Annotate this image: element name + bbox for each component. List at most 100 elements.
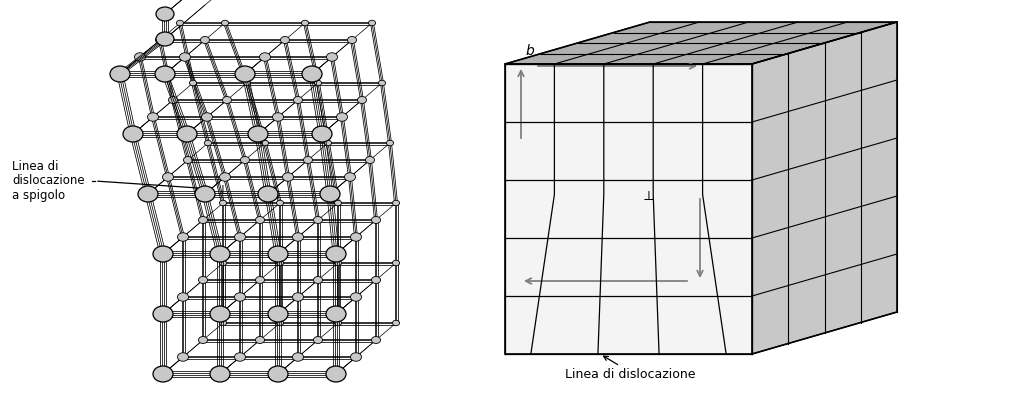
Ellipse shape — [256, 337, 265, 343]
Ellipse shape — [276, 320, 283, 326]
Ellipse shape — [371, 337, 381, 343]
Ellipse shape — [351, 233, 361, 241]
Polygon shape — [752, 22, 897, 354]
Ellipse shape — [198, 276, 208, 284]
Ellipse shape — [256, 276, 265, 284]
Ellipse shape — [155, 32, 174, 46]
Ellipse shape — [234, 293, 246, 301]
Ellipse shape — [234, 233, 246, 241]
Text: a spigolo: a spigolo — [12, 190, 65, 202]
Ellipse shape — [235, 66, 255, 82]
Ellipse shape — [205, 140, 212, 146]
Ellipse shape — [272, 113, 283, 121]
Ellipse shape — [337, 113, 348, 121]
Ellipse shape — [357, 97, 366, 103]
Ellipse shape — [153, 246, 173, 262]
Ellipse shape — [351, 293, 361, 301]
Ellipse shape — [195, 186, 215, 202]
Ellipse shape — [335, 200, 342, 206]
Ellipse shape — [302, 20, 309, 26]
Ellipse shape — [313, 337, 322, 343]
Ellipse shape — [282, 173, 294, 181]
Ellipse shape — [219, 260, 226, 266]
Ellipse shape — [198, 217, 208, 223]
Text: dislocazione: dislocazione — [12, 175, 85, 187]
Ellipse shape — [262, 140, 269, 146]
Ellipse shape — [314, 80, 321, 86]
Ellipse shape — [189, 80, 196, 86]
Ellipse shape — [268, 306, 288, 322]
Ellipse shape — [248, 126, 268, 142]
Text: Linea di: Linea di — [12, 160, 58, 173]
Ellipse shape — [221, 20, 228, 26]
Ellipse shape — [176, 20, 183, 26]
Ellipse shape — [345, 173, 356, 181]
Ellipse shape — [123, 126, 143, 142]
Ellipse shape — [320, 186, 340, 202]
Ellipse shape — [326, 306, 346, 322]
Text: ⊥: ⊥ — [217, 185, 229, 198]
Ellipse shape — [304, 156, 313, 164]
Ellipse shape — [393, 260, 400, 266]
Ellipse shape — [260, 53, 270, 61]
Ellipse shape — [183, 156, 192, 164]
Ellipse shape — [335, 260, 342, 266]
Ellipse shape — [393, 200, 400, 206]
Ellipse shape — [177, 233, 188, 241]
Ellipse shape — [393, 320, 400, 326]
Ellipse shape — [110, 66, 130, 82]
Ellipse shape — [138, 186, 158, 202]
Ellipse shape — [326, 53, 338, 61]
Ellipse shape — [268, 366, 288, 382]
Ellipse shape — [293, 353, 304, 361]
Ellipse shape — [276, 200, 283, 206]
Ellipse shape — [324, 140, 331, 146]
Ellipse shape — [326, 246, 346, 262]
Ellipse shape — [365, 156, 374, 164]
Ellipse shape — [210, 246, 230, 262]
Ellipse shape — [234, 353, 246, 361]
Ellipse shape — [312, 126, 332, 142]
Ellipse shape — [220, 173, 230, 181]
Ellipse shape — [134, 53, 145, 61]
Text: b: b — [526, 44, 534, 58]
Ellipse shape — [313, 276, 322, 284]
Ellipse shape — [276, 260, 283, 266]
Ellipse shape — [348, 36, 357, 44]
Ellipse shape — [147, 113, 159, 121]
Ellipse shape — [294, 97, 303, 103]
Ellipse shape — [155, 36, 165, 44]
Ellipse shape — [155, 7, 174, 21]
Ellipse shape — [153, 306, 173, 322]
Text: Linea di dislocazione: Linea di dislocazione — [565, 367, 696, 381]
Ellipse shape — [177, 293, 188, 301]
Text: ⊥: ⊥ — [642, 190, 654, 202]
Ellipse shape — [243, 80, 251, 86]
Ellipse shape — [198, 337, 208, 343]
Ellipse shape — [177, 353, 188, 361]
Ellipse shape — [222, 97, 231, 103]
Ellipse shape — [169, 97, 178, 103]
Ellipse shape — [179, 53, 190, 61]
Polygon shape — [505, 22, 897, 64]
Ellipse shape — [219, 320, 226, 326]
Ellipse shape — [302, 66, 322, 82]
Ellipse shape — [371, 217, 381, 223]
Ellipse shape — [280, 36, 290, 44]
Ellipse shape — [219, 200, 226, 206]
Ellipse shape — [177, 126, 197, 142]
Ellipse shape — [351, 353, 361, 361]
Ellipse shape — [371, 276, 381, 284]
Ellipse shape — [368, 20, 375, 26]
Ellipse shape — [210, 306, 230, 322]
Ellipse shape — [326, 366, 346, 382]
Ellipse shape — [268, 246, 288, 262]
Ellipse shape — [335, 320, 342, 326]
Ellipse shape — [256, 217, 265, 223]
Ellipse shape — [313, 217, 322, 223]
Polygon shape — [505, 64, 752, 354]
Ellipse shape — [153, 366, 173, 382]
Ellipse shape — [155, 66, 175, 82]
Ellipse shape — [379, 80, 386, 86]
Ellipse shape — [387, 140, 394, 146]
